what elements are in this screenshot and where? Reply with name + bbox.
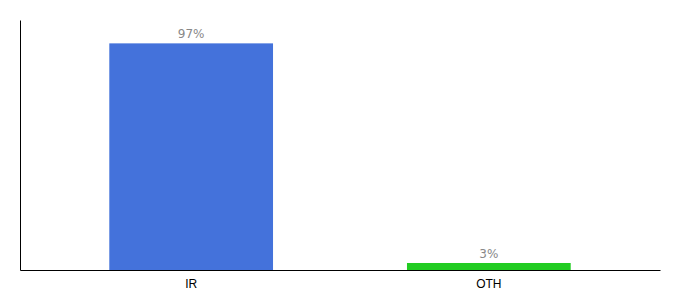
chart: IR OTH 97% 3% — [0, 0, 680, 300]
data-labels: 97% 3% — [178, 27, 499, 261]
data-label: 3% — [479, 247, 498, 261]
x-tick: IR — [185, 277, 197, 291]
x-tick-label: IR — [185, 277, 197, 291]
bars — [109, 43, 570, 270]
x-axis: IR OTH — [21, 271, 661, 291]
y-axis-line — [20, 21, 21, 271]
bar — [407, 263, 571, 270]
data-label: 97% — [178, 27, 205, 41]
bar — [109, 43, 273, 270]
y-axis — [20, 21, 21, 271]
x-tick-label: OTH — [476, 277, 501, 291]
x-tick: OTH — [476, 277, 501, 291]
plot: IR OTH 97% 3% — [21, 21, 661, 291]
x-axis-line — [21, 270, 661, 271]
